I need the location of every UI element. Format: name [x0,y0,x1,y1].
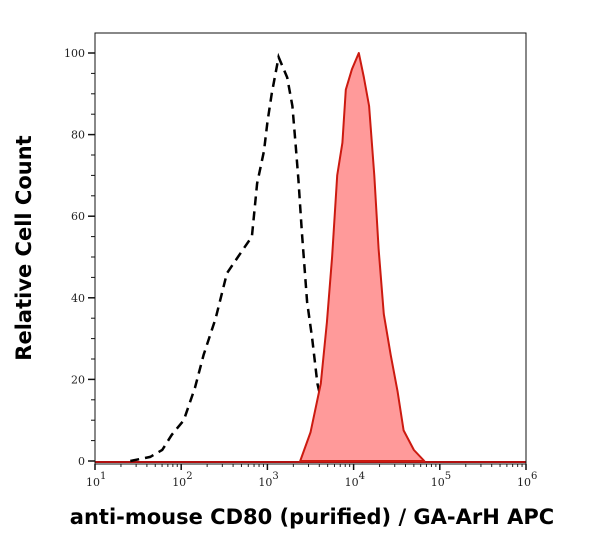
x-axis-label: anti-mouse CD80 (purified) / GA-ArH APC [70,505,554,529]
x-axis: 101 102 103 104 105 106 [86,464,537,489]
y-tick-label: 40 [71,292,85,305]
control-histogram-dashed [130,52,346,463]
sample-histogram-filled [299,52,426,462]
y-tick-label: 80 [71,129,85,142]
plot-frame [94,32,527,465]
x-tick-label: 101 [86,471,106,489]
y-tick-label: 20 [71,373,85,386]
plot-area [95,52,526,463]
x-tick-label: 105 [431,471,451,489]
y-tick-label: 100 [64,47,85,60]
x-tick-label: 106 [517,471,537,489]
y-tick-label: 60 [71,210,85,223]
y-tick-label: 0 [78,455,85,468]
x-tick-label: 103 [258,471,278,489]
x-tick-label: 104 [345,471,365,489]
x-tick-label: 102 [172,471,192,489]
y-axis-label: Relative Cell Count [12,135,36,360]
y-axis: 0 20 40 60 80 100 [64,47,95,468]
